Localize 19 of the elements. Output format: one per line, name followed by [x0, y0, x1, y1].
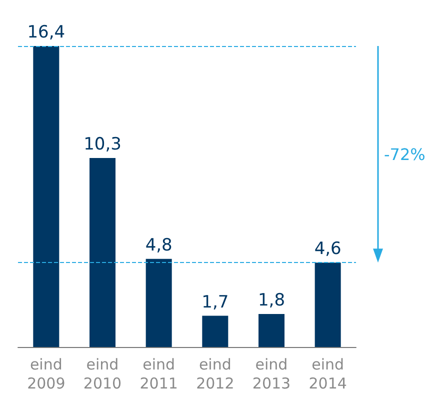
bar: [90, 158, 116, 347]
data-label: 4,8: [145, 235, 172, 256]
bar: [202, 316, 228, 347]
bar: [146, 258, 172, 347]
bar: [33, 46, 60, 347]
data-label: 16,4: [27, 22, 66, 42]
data-label: 4,6: [314, 239, 342, 260]
bar: [314, 262, 341, 347]
data-label: 1,7: [202, 292, 229, 312]
data-label: 10,3: [84, 134, 122, 154]
x-tick-label: eind 2009: [27, 356, 66, 392]
x-tick-label: eind 2014: [308, 356, 347, 392]
x-tick-label: eind 2012: [196, 356, 234, 392]
text: -72%: [384, 144, 426, 164]
x-tick-label: eind 2010: [83, 356, 122, 392]
x-tick-label: eind 2011: [140, 356, 178, 392]
data-label: 1,8: [258, 290, 286, 310]
bar: [258, 314, 284, 347]
x-tick-label: eind 2013: [252, 356, 291, 392]
